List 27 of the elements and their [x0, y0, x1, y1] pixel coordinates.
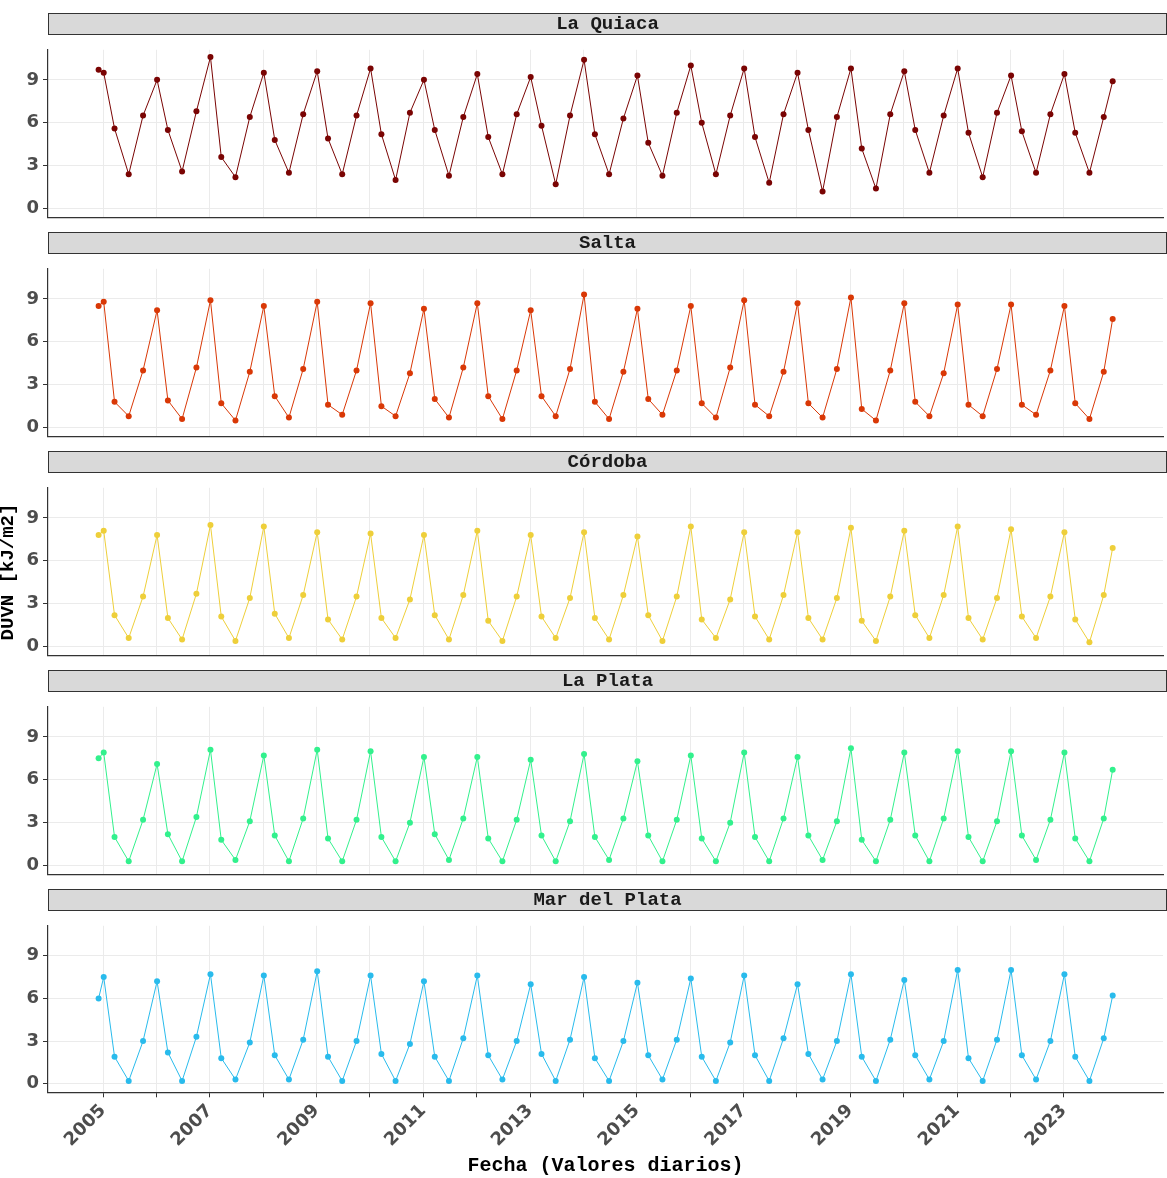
y-tick-label: 0 [26, 415, 39, 437]
y-tick-label: 9 [26, 505, 39, 527]
y-tick-label: 9 [26, 943, 39, 965]
chart-title: La Quiaca [48, 13, 1167, 35]
x-axis-title: Fecha (Valores diarios) [467, 1154, 744, 1178]
y-tick-label: 3 [26, 591, 39, 613]
y-tick-label: 9 [26, 286, 39, 308]
chart-title: Mar del Plata [48, 889, 1167, 911]
y-tick-label: 3 [26, 1028, 39, 1050]
y-tick-label: 9 [26, 67, 39, 89]
y-tick-label: 3 [26, 372, 39, 394]
chart-title: Córdoba [48, 451, 1167, 473]
y-tick-label: 6 [26, 986, 39, 1008]
y-tick-label: 0 [26, 1071, 39, 1093]
y-tick-label: 0 [26, 634, 39, 656]
y-tick-label: 6 [26, 329, 39, 351]
y-tick-label: 0 [26, 853, 39, 875]
y-tick-label: 0 [26, 196, 39, 218]
y-tick-label: 6 [26, 548, 39, 570]
chart-title: La Plata [48, 670, 1167, 692]
y-tick-label: 3 [26, 810, 39, 832]
y-tick-label: 3 [26, 153, 39, 175]
chart-title: Salta [48, 232, 1167, 254]
y-tick-label: 9 [26, 724, 39, 746]
y-tick-label: 6 [26, 767, 39, 789]
y-axis-title: DUVN [kJ/m2] [0, 503, 20, 640]
y-tick-label: 6 [26, 110, 39, 132]
